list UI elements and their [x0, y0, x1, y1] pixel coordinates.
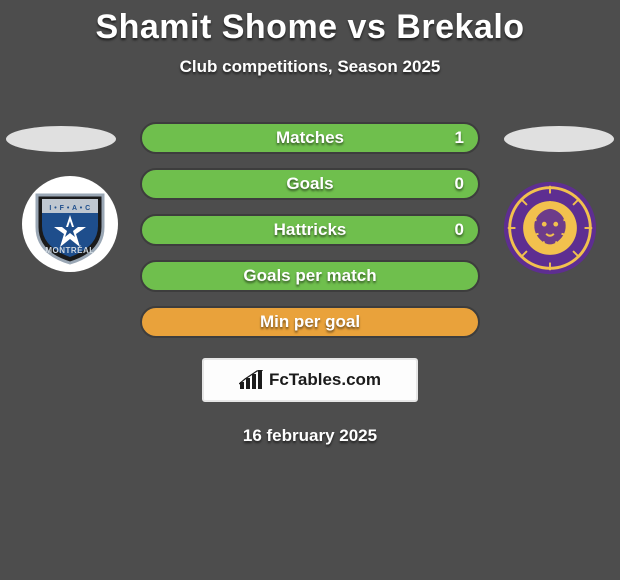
stat-value-right: 1 [455, 128, 464, 148]
stat-row: Matches 1 [140, 122, 480, 154]
stat-label: Min per goal [260, 312, 360, 332]
stat-row: Min per goal [140, 306, 480, 338]
stat-row: Goals 0 [140, 168, 480, 200]
stat-label: Hattricks [274, 220, 347, 240]
brand-chart-icon [239, 370, 263, 390]
brand-label: FcTables.com [269, 370, 381, 390]
subtitle: Club competitions, Season 2025 [0, 57, 620, 77]
page-title: Shamit Shome vs Brekalo [0, 0, 620, 47]
team-badge-left: I • F • A • C MONTRÉAL [22, 176, 118, 272]
stat-value-right: 0 [455, 220, 464, 240]
stat-value-right: 0 [455, 174, 464, 194]
brand-box: FcTables.com [202, 358, 418, 402]
stat-label: Matches [276, 128, 344, 148]
player-photo-right-placeholder [504, 126, 614, 152]
orlando-city-icon [502, 178, 598, 278]
stat-label: Goals [286, 174, 333, 194]
stat-label: Goals per match [243, 266, 376, 286]
stat-row: Goals per match [140, 260, 480, 292]
player-photo-left-placeholder [6, 126, 116, 152]
montreal-impact-icon: I • F • A • C MONTRÉAL [27, 181, 113, 267]
stats-container: Matches 1 Goals 0 Hattricks 0 Goals per match M… [140, 122, 480, 352]
svg-text:MONTRÉAL: MONTRÉAL [45, 246, 94, 255]
team-badge-right [502, 180, 598, 276]
stat-row: Hattricks 0 [140, 214, 480, 246]
svg-text:I • F • A • C: I • F • A • C [49, 205, 90, 212]
footer-date: 16 february 2025 [0, 426, 620, 446]
